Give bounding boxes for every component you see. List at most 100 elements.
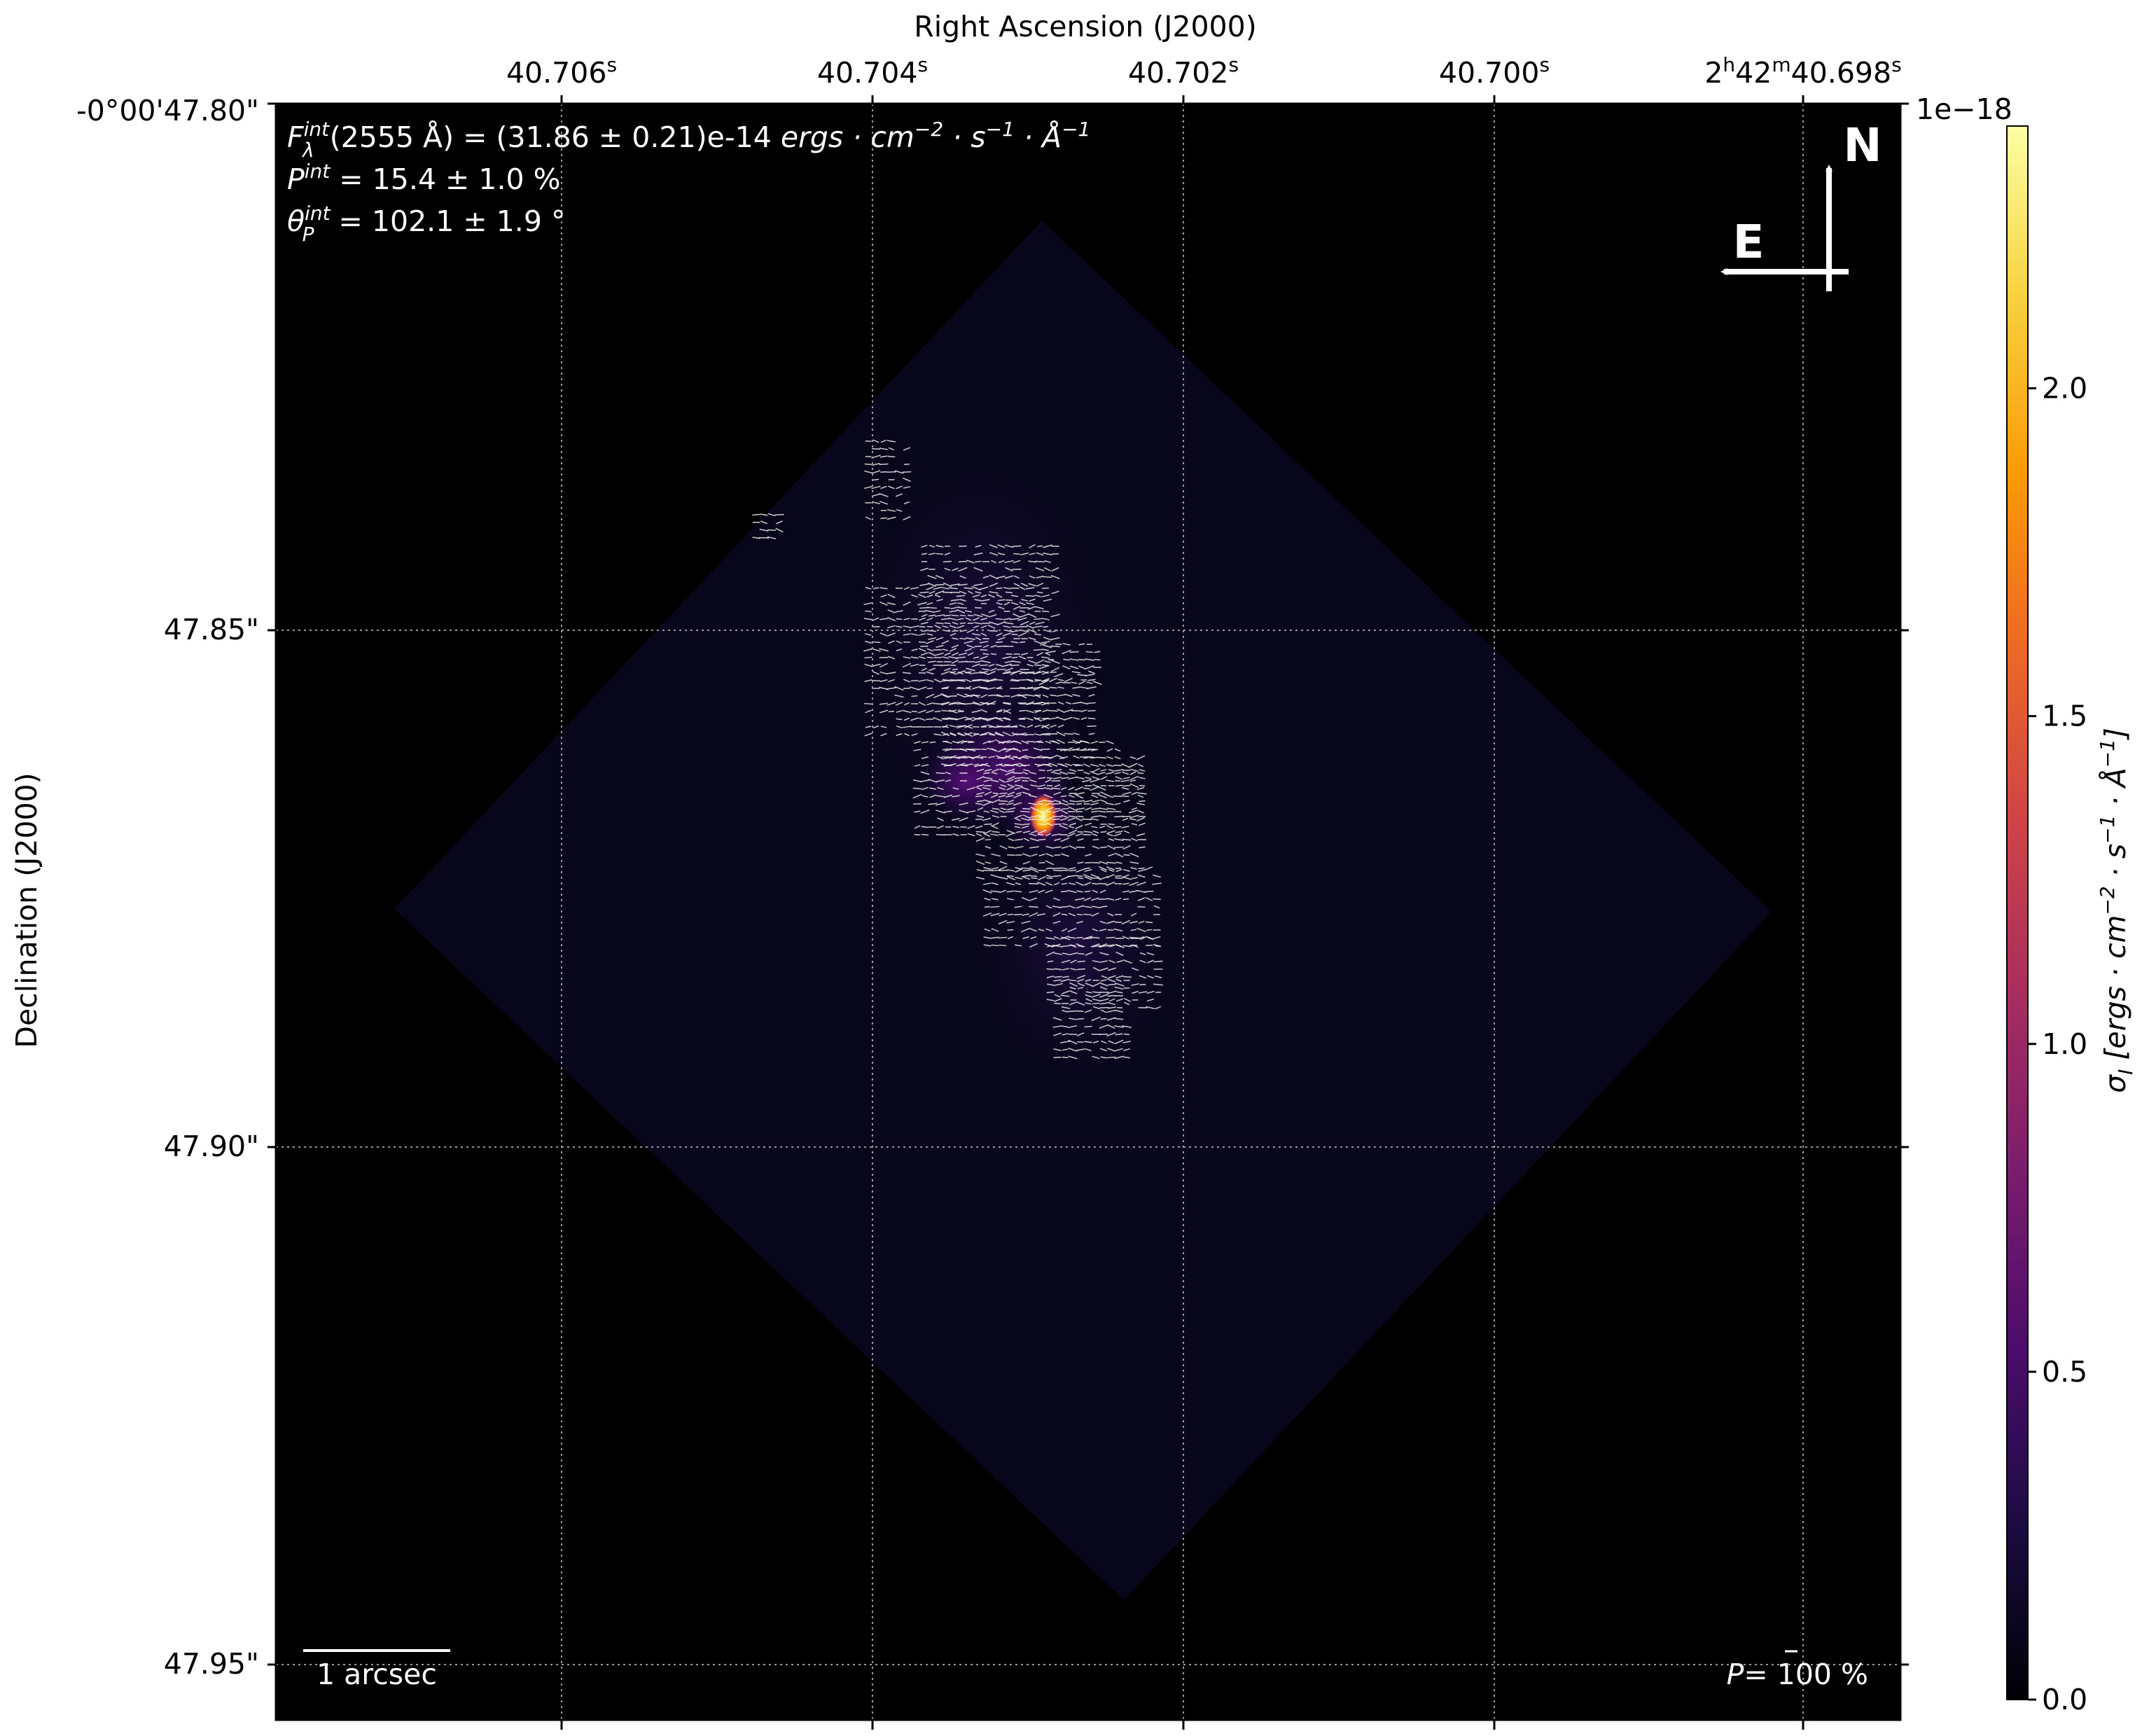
polarization-vector	[1038, 889, 1045, 894]
polarization-vector	[1000, 784, 1007, 788]
polarization-vector	[1010, 679, 1019, 681]
polarization-vector	[1106, 920, 1115, 924]
polarization-vector	[1136, 833, 1146, 837]
polarization-vector	[1067, 927, 1077, 933]
polarization-vector	[1034, 640, 1042, 644]
polarization-vector	[1057, 739, 1065, 744]
polarization-vector	[949, 709, 957, 712]
polarization-vector	[966, 667, 975, 672]
polarization-vector	[920, 809, 930, 814]
polarization-vector	[1101, 960, 1108, 963]
polarization-vector	[1056, 694, 1066, 697]
polarization-vector	[1046, 999, 1055, 1001]
polarization-vector	[1057, 701, 1064, 705]
polarization-vector	[1045, 860, 1055, 866]
polarization-vector	[1006, 921, 1015, 924]
polarization-vector	[865, 633, 872, 636]
polarization-vector	[1075, 749, 1083, 751]
polarization-vector	[1030, 806, 1038, 812]
polarization-vector	[1059, 756, 1069, 760]
polarization-vector	[1027, 686, 1034, 689]
polarization-vector	[1021, 927, 1031, 933]
polarization-vector	[1077, 982, 1085, 987]
polarization-vector	[982, 817, 992, 821]
polarization-vector	[1046, 877, 1053, 880]
polarization-vector	[964, 693, 973, 697]
polarization-vector	[1042, 587, 1049, 590]
polarization-vector	[942, 748, 949, 751]
polarization-vector	[1036, 552, 1044, 556]
polarization-vector	[974, 763, 984, 768]
polarization-vector	[1051, 779, 1061, 782]
polarization-vector	[1069, 665, 1079, 669]
polarization-vector	[1034, 717, 1041, 720]
colorbar-gradient	[2006, 125, 2029, 1700]
polarization-vector	[1054, 975, 1062, 978]
polarization-vector	[1052, 1017, 1062, 1021]
polarization-vector	[1019, 641, 1026, 644]
polarization-vector	[1068, 786, 1075, 791]
polarization-vector	[1077, 861, 1084, 864]
polarization-vector	[1042, 671, 1049, 675]
polarization-vector	[1129, 852, 1139, 858]
polarization-vector	[1037, 803, 1044, 805]
polarization-vector	[880, 471, 887, 473]
polarization-vector	[894, 686, 904, 691]
polarization-vector	[1137, 772, 1144, 775]
polarization-vector	[1034, 595, 1041, 597]
polarization-vector	[1092, 799, 1100, 803]
polarization-vector	[942, 679, 949, 681]
polarization-vector	[1044, 660, 1051, 663]
polarization-vector	[983, 936, 992, 939]
polarization-vector	[921, 826, 929, 828]
polarization-vector	[1022, 861, 1031, 865]
polarization-vector	[959, 802, 968, 806]
polarization-vector	[1011, 656, 1018, 659]
polarization-vector	[921, 764, 929, 767]
polarization-vector	[1017, 732, 1027, 735]
polarization-vector	[972, 672, 980, 674]
polarization-vector	[1129, 783, 1139, 789]
polarization-vector	[1145, 896, 1153, 902]
polarization-vector	[1049, 686, 1057, 689]
polarization-vector	[926, 709, 934, 714]
polarization-vector	[926, 679, 934, 683]
polarization-vector	[1013, 794, 1022, 798]
polarization-vector	[926, 617, 933, 621]
polarization-vector	[880, 439, 887, 443]
polarization-vector	[1115, 831, 1123, 833]
polarization-vector	[1027, 679, 1034, 681]
polarization-vector	[1099, 889, 1106, 894]
polarization-vector	[997, 756, 1007, 759]
polarization-vector	[1052, 740, 1060, 744]
polarization-vector	[1098, 905, 1108, 908]
polarization-vector	[1083, 756, 1090, 759]
polarization-vector	[1069, 990, 1078, 994]
polarization-vector	[1003, 739, 1011, 744]
polarization-vector	[1006, 832, 1014, 838]
polarization-vector	[1114, 1039, 1124, 1045]
polarization-vector	[1060, 837, 1070, 842]
polarization-vector	[1090, 779, 1099, 783]
polarization-vector	[1022, 913, 1030, 916]
polarization-vector	[973, 583, 983, 586]
polarization-vector	[964, 732, 973, 736]
polarization-vector	[1092, 960, 1101, 963]
polarization-vector	[1017, 679, 1027, 681]
polarization-vector	[1108, 769, 1115, 772]
polarization-vector	[903, 702, 910, 706]
polarization-vector	[989, 591, 999, 594]
polarization-vector	[1064, 709, 1073, 713]
polarization-vector	[998, 606, 1005, 610]
polarization-vector	[998, 560, 1005, 564]
polarization-vector	[1062, 945, 1070, 947]
polarization-vector	[1108, 853, 1115, 857]
polarization-vector	[950, 671, 957, 675]
polarization-vector	[1153, 898, 1161, 901]
polarization-vector	[903, 687, 911, 690]
polarization-vector	[964, 695, 973, 697]
polarization-vector	[1076, 890, 1083, 893]
polarization-vector	[981, 660, 991, 664]
polarization-vector	[1099, 920, 1106, 924]
polarization-vector	[1053, 945, 1063, 947]
